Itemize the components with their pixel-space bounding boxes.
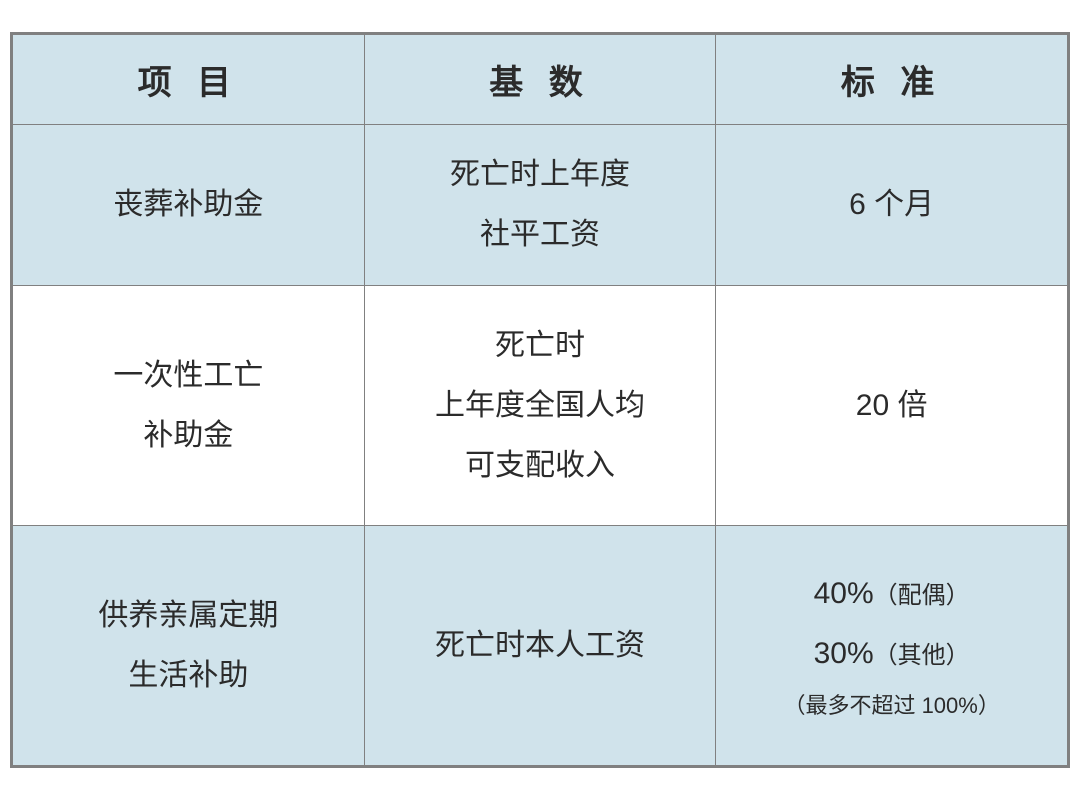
cell-project-3-line2: 生活补助 xyxy=(33,646,344,706)
table-row: 一次性工亡 补助金 死亡时 上年度全国人均 可支配收入 20 倍 xyxy=(13,286,1068,526)
cell-standard-2: 20 倍 xyxy=(716,286,1068,526)
cell-base-1-line1: 死亡时上年度 xyxy=(385,145,696,205)
cell-project-2-line1: 一次性工亡 xyxy=(33,346,344,406)
cell-base-2-line2: 上年度全国人均 xyxy=(385,376,696,436)
header-base: 基 数 xyxy=(364,35,716,125)
standard-3-sub2: （其他） xyxy=(874,642,970,669)
cell-project-3-line1: 供养亲属定期 xyxy=(33,586,344,646)
benefits-table-container: 项 目 基 数 标 准 丧葬补助金 死亡时上年度 社平工资 6 个月 一次性工亡… xyxy=(10,32,1070,768)
cell-base-2-line1: 死亡时 xyxy=(385,316,696,376)
header-standard: 标 准 xyxy=(716,35,1068,125)
cell-base-3: 死亡时本人工资 xyxy=(364,526,716,766)
table-row: 供养亲属定期 生活补助 死亡时本人工资 40%（配偶） 30%（其他） （最多不… xyxy=(13,526,1068,766)
cell-project-2-line2: 补助金 xyxy=(33,406,344,466)
standard-3-sub1: （配偶） xyxy=(874,582,970,609)
cell-standard-1: 6 个月 xyxy=(716,125,1068,286)
cell-base-2: 死亡时 上年度全国人均 可支配收入 xyxy=(364,286,716,526)
table-row: 丧葬补助金 死亡时上年度 社平工资 6 个月 xyxy=(13,125,1068,286)
cell-project-1: 丧葬补助金 xyxy=(13,125,365,286)
cell-project-3: 供养亲属定期 生活补助 xyxy=(13,526,365,766)
cell-base-1: 死亡时上年度 社平工资 xyxy=(364,125,716,286)
standard-3-pct2: 30% xyxy=(814,637,874,670)
cell-standard-3-line1: 40%（配偶） xyxy=(736,564,1047,624)
cell-base-1-line2: 社平工资 xyxy=(385,205,696,265)
cell-standard-3-note: （最多不超过 100%） xyxy=(736,684,1047,728)
header-project: 项 目 xyxy=(13,35,365,125)
cell-standard-3-line2: 30%（其他） xyxy=(736,624,1047,684)
standard-3-pct1: 40% xyxy=(814,577,874,610)
benefits-table: 项 目 基 数 标 准 丧葬补助金 死亡时上年度 社平工资 6 个月 一次性工亡… xyxy=(12,34,1068,766)
cell-base-2-line3: 可支配收入 xyxy=(385,436,696,496)
table-header-row: 项 目 基 数 标 准 xyxy=(13,35,1068,125)
cell-standard-3: 40%（配偶） 30%（其他） （最多不超过 100%） xyxy=(716,526,1068,766)
cell-project-2: 一次性工亡 补助金 xyxy=(13,286,365,526)
